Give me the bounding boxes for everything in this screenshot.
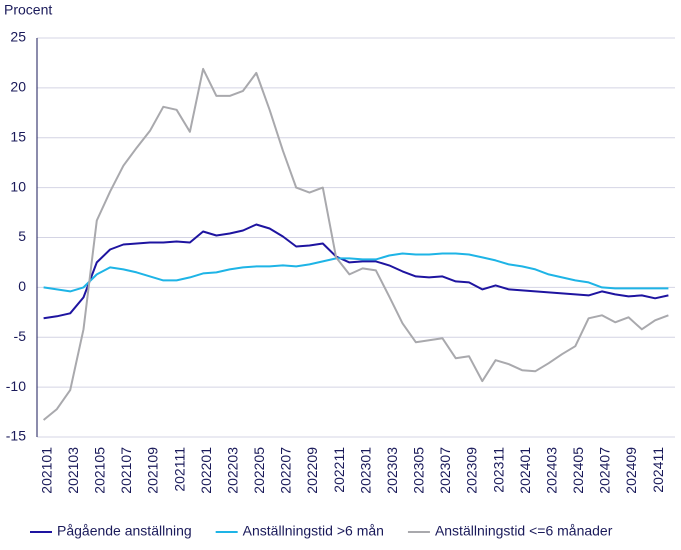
x-tick-label: 202301 [357,447,373,494]
x-tick-label: 202409 [623,447,639,494]
x-tick-label: 202307 [437,447,453,494]
y-tick-label: 25 [10,29,26,45]
x-tick-label: 202109 [145,447,161,494]
x-tick-label: 202305 [411,447,427,494]
x-tick-label: 202205 [251,447,267,494]
y-tick-label: 15 [10,128,26,144]
x-tick-label: 202401 [517,447,533,494]
x-tick-label: 202111 [171,447,187,492]
y-tick-label: 20 [10,79,26,95]
y-tick-label: -5 [14,328,27,344]
y-tick-label: -10 [6,378,26,394]
x-tick-label: 202403 [543,447,559,494]
x-tick-label: 202411 [650,447,666,493]
y-axis-label: Procent [4,2,52,18]
data-line [42,67,669,421]
data-line [43,223,669,320]
y-tick-label: 10 [10,178,26,194]
legend-label: Anställningstid >6 mån [243,523,384,539]
y-tick-label: -15 [6,428,26,444]
x-tick-label: 202107 [118,447,134,494]
x-tick-label: 202103 [65,447,81,494]
y-tick-label: 5 [18,228,26,244]
x-tick-label: 202211 [331,447,347,493]
legend-label: Pågående anställning [57,523,192,539]
x-tick-label: 202101 [38,447,54,494]
x-tick-label: 202207 [278,447,294,494]
x-tick-label: 202201 [198,447,214,494]
x-tick-label: 202105 [92,447,108,494]
x-tick-label: 202309 [464,447,480,494]
x-tick-label: 202407 [597,447,613,494]
data-line [43,252,669,293]
x-tick-label: 202311 [490,447,506,493]
x-tick-label: 202209 [304,447,320,494]
legend-label: Anställningstid <=6 månader [435,523,613,539]
y-tick-label: 0 [18,278,26,294]
x-tick-label: 202203 [224,447,240,494]
x-tick-label: 202303 [384,447,400,494]
x-tick-label: 202405 [570,447,586,494]
